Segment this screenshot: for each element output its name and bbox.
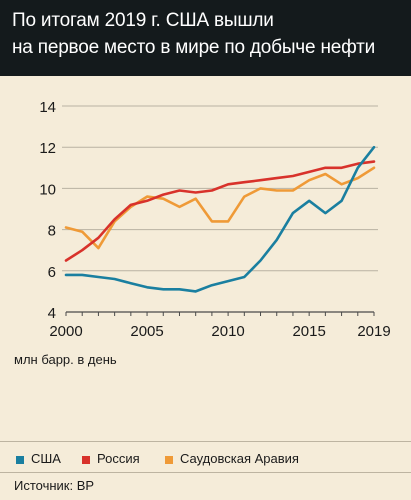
series-line-russia xyxy=(64,160,376,262)
y-tick-label: 14 xyxy=(39,99,56,116)
series-line-usa xyxy=(64,145,376,293)
x-tick-label: 2010 xyxy=(211,323,244,340)
legend-swatch-saudi xyxy=(165,456,173,464)
y-tick-label: 6 xyxy=(48,264,56,281)
unit-label: млн барр. в день xyxy=(14,352,117,367)
x-tick-label: 2005 xyxy=(130,323,163,340)
y-tick-label: 4 xyxy=(48,305,56,322)
title-line-2: на первое место в мире по добыче нефти xyxy=(12,37,376,58)
line-chart: 4 6 8 10 12 14 2000 2005 2010 2015 2019 xyxy=(39,99,390,340)
legend: США Россия Саудовская Аравия xyxy=(0,441,411,473)
x-tick-label: 2000 xyxy=(49,323,82,340)
source-note: Источник: BP xyxy=(14,478,95,493)
legend-label-russia: Россия xyxy=(97,451,140,466)
x-tick-label: 2015 xyxy=(292,323,325,340)
legend-swatch-usa xyxy=(16,456,24,464)
legend-swatch-russia xyxy=(82,456,90,464)
y-tick-label: 12 xyxy=(39,140,56,157)
y-tick-label: 8 xyxy=(48,223,56,240)
legend-label-saudi: Саудовская Аравия xyxy=(180,451,299,466)
x-tick-label: 2019 xyxy=(357,323,390,340)
series-line-saudi xyxy=(64,166,376,250)
y-tick-label: 10 xyxy=(39,181,56,198)
legend-label-usa: США xyxy=(31,451,61,466)
chart-title-header: По итогам 2019 г. США вышли на первое ме… xyxy=(0,0,411,76)
title-line-1: По итогам 2019 г. США вышли xyxy=(12,10,274,31)
